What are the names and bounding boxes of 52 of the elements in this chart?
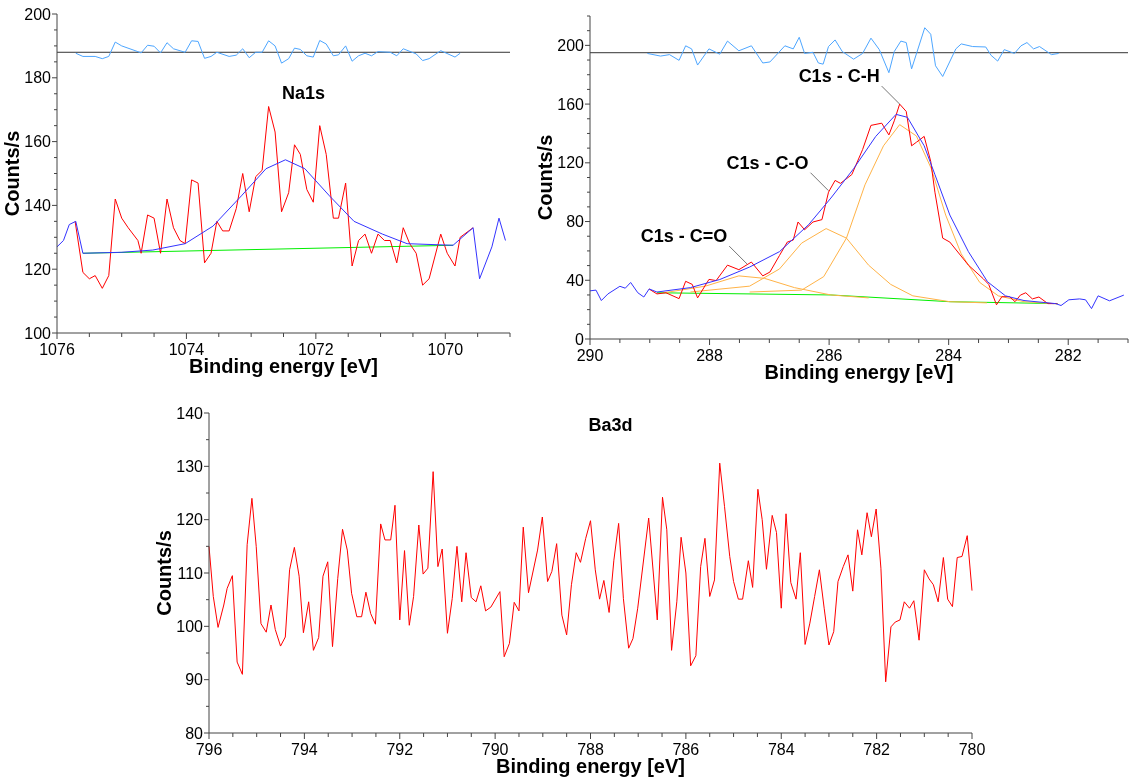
y-tick-label: 140 bbox=[176, 404, 204, 422]
y-tick-label: 120 bbox=[24, 260, 52, 278]
x-tick-label: 794 bbox=[291, 741, 318, 758]
y-tick-label: 90 bbox=[185, 671, 204, 689]
line-series bbox=[208, 462, 973, 683]
line-series bbox=[56, 159, 506, 280]
y-tick-label: 0 bbox=[575, 330, 585, 348]
x-tick-label: 1076 bbox=[39, 341, 75, 358]
x-tick-label: 282 bbox=[1054, 347, 1082, 364]
x-tick-label: 796 bbox=[195, 741, 223, 758]
x-tick-label: 782 bbox=[863, 741, 891, 758]
x-tick-label: 784 bbox=[767, 741, 795, 758]
x-tick-label: 1072 bbox=[298, 341, 334, 358]
x-tick-label: 780 bbox=[958, 741, 986, 758]
x-tick-label: 1070 bbox=[427, 341, 464, 358]
x-tick-label: 288 bbox=[696, 347, 723, 364]
y-tick-label: 120 bbox=[176, 511, 204, 529]
x-tick-label: 286 bbox=[815, 347, 843, 364]
y-tick-label: 120 bbox=[557, 154, 585, 172]
x-axis-title: Binding energy [eV] bbox=[764, 361, 954, 383]
y-tick-label: 100 bbox=[24, 324, 52, 342]
y-tick-label: 160 bbox=[24, 133, 52, 151]
annotation: C1s - C-O bbox=[726, 152, 809, 173]
x-axis-title: Binding energy [eV] bbox=[189, 355, 378, 377]
line-series bbox=[589, 113, 1125, 310]
annotation: C1s - C=O bbox=[640, 226, 728, 247]
x-axis-title: Binding energy [eV] bbox=[496, 755, 685, 777]
y-tick-label: 100 bbox=[176, 617, 204, 635]
y-tick-label: 40 bbox=[566, 271, 585, 289]
chart-title: Ba3d bbox=[588, 415, 633, 435]
line-series bbox=[75, 39, 461, 64]
y-tick-label: 160 bbox=[557, 95, 585, 113]
x-tick-label: 792 bbox=[386, 741, 414, 758]
y-tick-label: 200 bbox=[24, 5, 52, 23]
x-tick-label: 788 bbox=[577, 741, 604, 758]
text: Na1s bbox=[281, 83, 326, 103]
y-tick-label: 80 bbox=[185, 724, 204, 742]
x-tick-label: 786 bbox=[672, 741, 700, 758]
y-tick-label: 180 bbox=[24, 69, 52, 87]
x-tick-label: 790 bbox=[481, 741, 509, 758]
y-axis-title: Counts/s bbox=[1, 130, 23, 217]
y-axis-title: Counts/s bbox=[534, 134, 556, 221]
x-tick-label: 1074 bbox=[168, 341, 205, 358]
y-axis-title: Counts/s bbox=[153, 530, 175, 616]
annotation: C1s - C-H bbox=[798, 66, 880, 87]
x-tick-label: 290 bbox=[576, 347, 604, 364]
x-tick-label: 284 bbox=[935, 347, 963, 364]
y-tick-label: 80 bbox=[566, 213, 585, 231]
y-tick-label: 130 bbox=[176, 457, 204, 475]
y-tick-label: 110 bbox=[177, 564, 204, 582]
y-tick-label: 200 bbox=[557, 36, 585, 54]
y-tick-label: 140 bbox=[24, 197, 52, 214]
